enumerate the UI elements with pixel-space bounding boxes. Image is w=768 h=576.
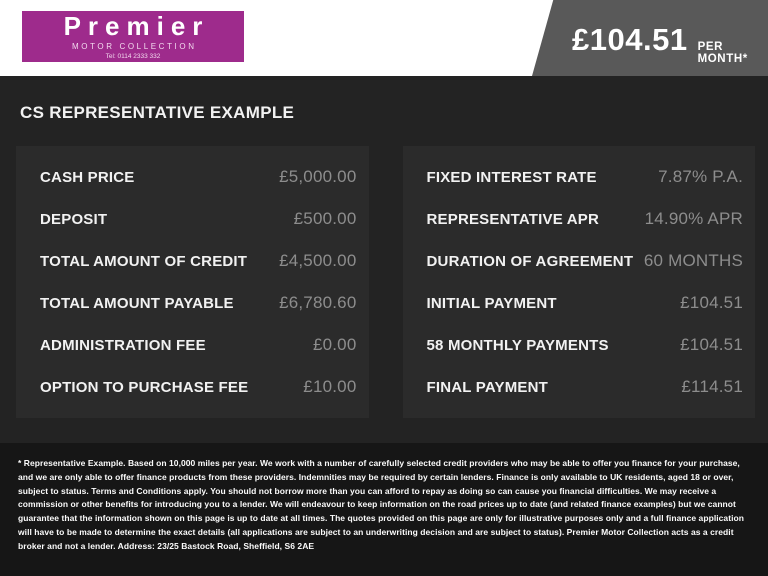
monthly-price-banner: £104.51 PER MONTH* bbox=[532, 0, 768, 76]
header-bar: Premier MOTOR COLLECTION Tel: 0114 2333 … bbox=[0, 0, 768, 76]
table-row: TOTAL AMOUNT OF CREDIT £4,500.00 bbox=[40, 240, 357, 282]
finance-table-left: CASH PRICE £5,000.00 DEPOSIT £500.00 TOT… bbox=[16, 146, 369, 418]
disclaimer-text: * Representative Example. Based on 10,00… bbox=[18, 458, 744, 551]
table-row: TOTAL AMOUNT PAYABLE £6,780.60 bbox=[40, 282, 357, 324]
page-title: CS REPRESENTATIVE EXAMPLE bbox=[20, 103, 295, 122]
premier-logo: Premier MOTOR COLLECTION Tel: 0114 2333 … bbox=[22, 11, 244, 62]
table-row: FINAL PAYMENT £114.51 bbox=[427, 366, 744, 408]
table-row: FIXED INTEREST RATE 7.87% P.A. bbox=[427, 156, 744, 198]
row-value: £5,000.00 bbox=[279, 167, 357, 186]
row-label: CASH PRICE bbox=[40, 168, 135, 186]
row-value: £4,500.00 bbox=[279, 251, 357, 270]
row-value: 7.87% P.A. bbox=[658, 167, 743, 186]
table-row: ADMINISTRATION FEE £0.00 bbox=[40, 324, 357, 366]
row-value: £104.51 bbox=[680, 293, 743, 312]
logo-phone-number: Tel: 0114 2333 332 bbox=[105, 53, 161, 60]
representative-example-section: CS REPRESENTATIVE EXAMPLE CASH PRICE £5,… bbox=[0, 76, 768, 443]
finance-table-right: FIXED INTEREST RATE 7.87% P.A. REPRESENT… bbox=[402, 146, 755, 418]
row-label: DURATION OF AGREEMENT bbox=[426, 252, 634, 270]
row-value: £114.51 bbox=[681, 377, 743, 396]
row-label: DEPOSIT bbox=[40, 210, 108, 228]
table-row: INITIAL PAYMENT £104.51 bbox=[427, 282, 744, 324]
row-label: ADMINISTRATION FEE bbox=[40, 336, 206, 354]
table-row: DURATION OF AGREEMENT 60 MONTHS bbox=[427, 240, 744, 282]
row-value: 60 MONTHS bbox=[643, 251, 743, 270]
disclaimer-footer: * Representative Example. Based on 10,00… bbox=[0, 443, 768, 576]
row-label: FIXED INTEREST RATE bbox=[426, 168, 597, 186]
row-label: INITIAL PAYMENT bbox=[426, 294, 557, 312]
table-row: OPTION TO PURCHASE FEE £10.00 bbox=[40, 366, 357, 408]
row-label: FINAL PAYMENT bbox=[426, 378, 549, 396]
row-value: 14.90% APR bbox=[644, 209, 743, 228]
finance-tables: CASH PRICE £5,000.00 DEPOSIT £500.00 TOT… bbox=[16, 146, 755, 418]
table-row: CASH PRICE £5,000.00 bbox=[40, 156, 357, 198]
table-row: REPRESENTATIVE APR 14.90% APR bbox=[427, 198, 744, 240]
logo-subtitle: MOTOR COLLECTION bbox=[72, 42, 197, 51]
row-value: £0.00 bbox=[312, 335, 357, 354]
row-value: £6,780.60 bbox=[279, 293, 357, 312]
logo-name: Premier bbox=[63, 11, 210, 41]
row-value: £104.51 bbox=[680, 335, 743, 354]
table-row: DEPOSIT £500.00 bbox=[40, 198, 357, 240]
monthly-price-amount: £104.51 bbox=[572, 22, 688, 57]
table-row: 58 MONTHLY PAYMENTS £104.51 bbox=[427, 324, 744, 366]
row-label: TOTAL AMOUNT PAYABLE bbox=[40, 294, 234, 312]
row-label: REPRESENTATIVE APR bbox=[426, 210, 600, 228]
row-label: 58 MONTHLY PAYMENTS bbox=[426, 336, 609, 354]
row-label: TOTAL AMOUNT OF CREDIT bbox=[40, 252, 248, 270]
row-value: £10.00 bbox=[303, 377, 357, 396]
row-label: OPTION TO PURCHASE FEE bbox=[40, 378, 249, 396]
monthly-price-period: PER MONTH* bbox=[697, 41, 748, 65]
row-value: £500.00 bbox=[293, 209, 357, 228]
